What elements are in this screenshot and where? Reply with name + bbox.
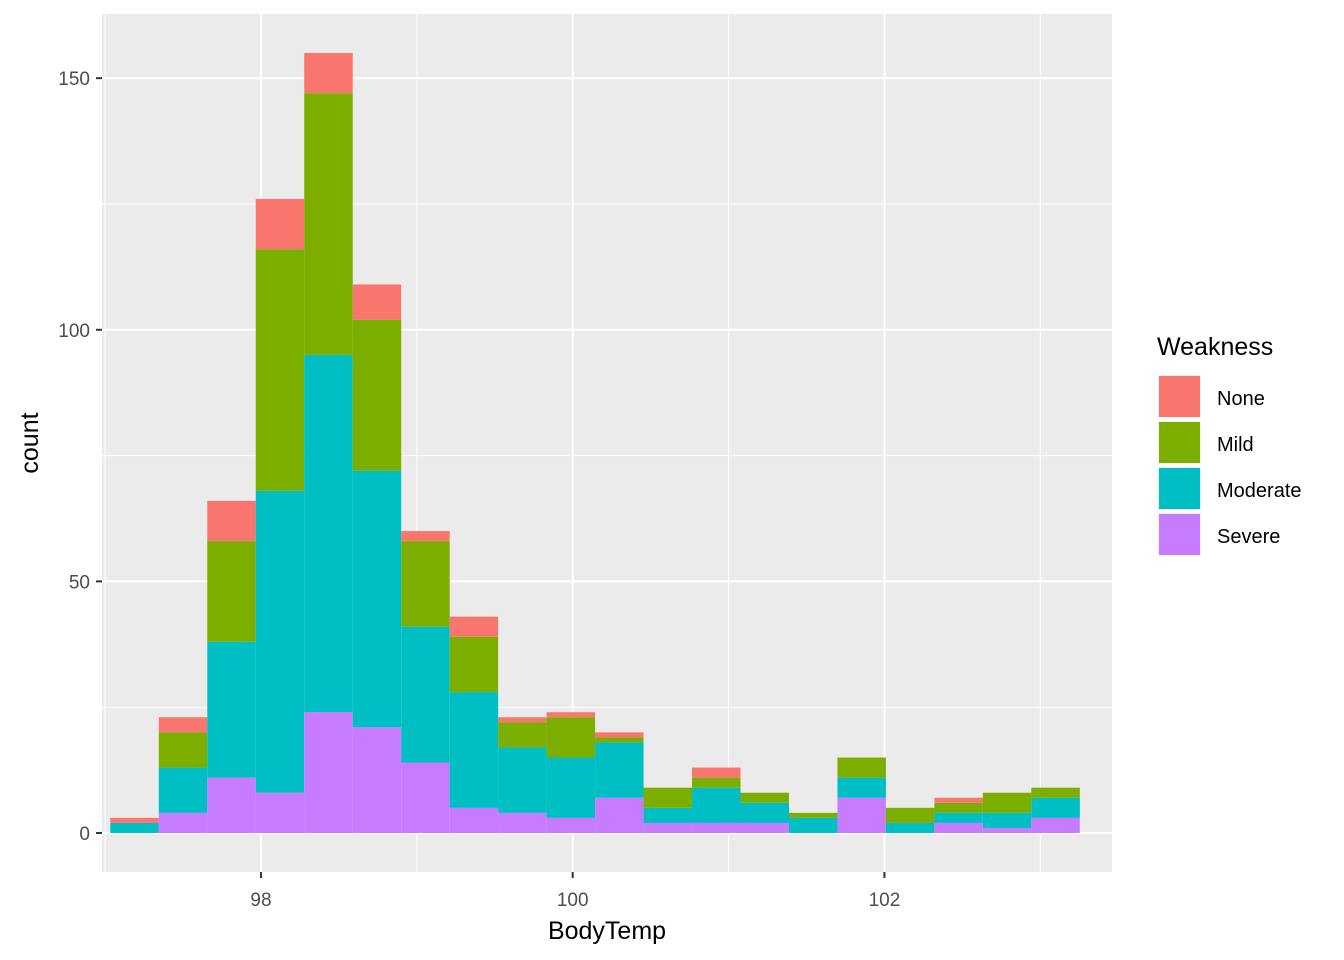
bar-moderate: [401, 626, 450, 763]
bar-mild: [643, 787, 693, 808]
bar-severe: [837, 797, 886, 833]
bar-mild: [546, 717, 596, 758]
bar-mild: [255, 249, 305, 491]
bar-moderate: [837, 777, 886, 798]
y-axis-title: count: [16, 412, 44, 473]
bar-moderate: [885, 822, 935, 833]
bar-severe: [643, 822, 693, 833]
bar-moderate: [207, 641, 256, 778]
legend-key-moderate: [1159, 468, 1200, 509]
bar-none: [595, 732, 644, 738]
bar-mild: [158, 732, 208, 768]
bar-mild: [837, 757, 886, 778]
legend-key-severe: [1159, 514, 1200, 555]
bar-mild: [1031, 787, 1080, 798]
bar-severe: [692, 822, 741, 833]
x-tick-label: 100: [557, 890, 589, 911]
bar-none: [692, 767, 741, 778]
bar-severe: [546, 817, 596, 833]
x-tick-label: 98: [250, 890, 271, 911]
bar-severe: [982, 827, 1032, 833]
bar-moderate: [304, 354, 353, 713]
x-tick-label: 102: [869, 890, 901, 911]
bar-mild: [352, 319, 402, 471]
bar-moderate: [110, 822, 159, 833]
bar-none: [498, 717, 547, 723]
bar-severe: [352, 727, 402, 833]
bar-mild: [788, 812, 838, 818]
legend-key-none: [1159, 376, 1200, 417]
bar-none: [546, 712, 596, 718]
bar-mild: [449, 636, 499, 693]
bar-none: [934, 797, 983, 803]
bar-moderate: [740, 802, 789, 823]
bar-mild: [498, 722, 547, 748]
y-tick-label: 150: [58, 69, 90, 90]
bar-moderate: [934, 812, 983, 823]
bar-mild: [692, 777, 741, 788]
bar-none: [352, 284, 402, 320]
bar-moderate: [982, 812, 1032, 828]
bar-mild: [595, 737, 644, 743]
x-axis-title: BodyTemp: [548, 917, 666, 945]
bar-severe: [158, 812, 208, 833]
legend-items: None Mild Moderate Severe: [1158, 375, 1302, 556]
y-axis: 0 50 100 150: [58, 69, 102, 845]
bar-none: [304, 53, 353, 94]
bar-mild: [982, 792, 1032, 813]
bar-severe: [498, 812, 547, 833]
bar-severe: [401, 762, 450, 833]
y-tick-label: 50: [69, 572, 90, 593]
y-tick-label: 100: [58, 321, 90, 342]
bar-mild: [401, 541, 450, 627]
bar-severe: [207, 777, 256, 833]
bar-mild: [304, 93, 353, 355]
bar-severe: [595, 797, 644, 833]
bar-moderate: [643, 807, 693, 823]
bar-stacks: [110, 53, 1080, 833]
bar-mild: [885, 807, 935, 823]
bar-mild: [934, 802, 983, 813]
legend-key-mild: [1159, 422, 1200, 463]
bar-moderate: [788, 817, 838, 833]
legend-label: Severe: [1217, 526, 1280, 548]
bar-moderate: [158, 767, 208, 813]
bar-severe: [934, 822, 983, 833]
bar-moderate: [1031, 797, 1080, 818]
bar-none: [110, 817, 159, 823]
bar-severe: [304, 712, 353, 833]
legend: Weakness None Mild Moderate Severe: [1157, 333, 1302, 556]
bar-none: [207, 500, 256, 542]
bar-mild: [740, 792, 789, 803]
legend-title: Weakness: [1157, 333, 1273, 361]
minor-gridlines: [102, 14, 1112, 872]
bar-moderate: [255, 490, 305, 793]
bar-moderate: [692, 787, 741, 823]
bar-severe: [449, 807, 499, 833]
bar-severe: [1031, 817, 1080, 833]
bar-severe: [255, 792, 305, 833]
bar-moderate: [352, 470, 402, 728]
bar-none: [401, 531, 450, 542]
bar-moderate: [449, 692, 499, 808]
y-tick-label: 0: [79, 824, 90, 845]
bar-moderate: [498, 747, 547, 813]
bar-none: [449, 616, 499, 637]
bar-moderate: [546, 757, 596, 818]
bar-moderate: [595, 742, 644, 798]
bar-none: [158, 717, 208, 733]
bar-mild: [207, 541, 256, 642]
legend-label: Mild: [1217, 434, 1254, 456]
x-axis: 98 100 102: [250, 872, 900, 911]
legend-label: None: [1217, 388, 1265, 410]
bar-severe: [740, 822, 789, 833]
bar-none: [255, 198, 305, 250]
legend-label: Moderate: [1217, 480, 1302, 502]
